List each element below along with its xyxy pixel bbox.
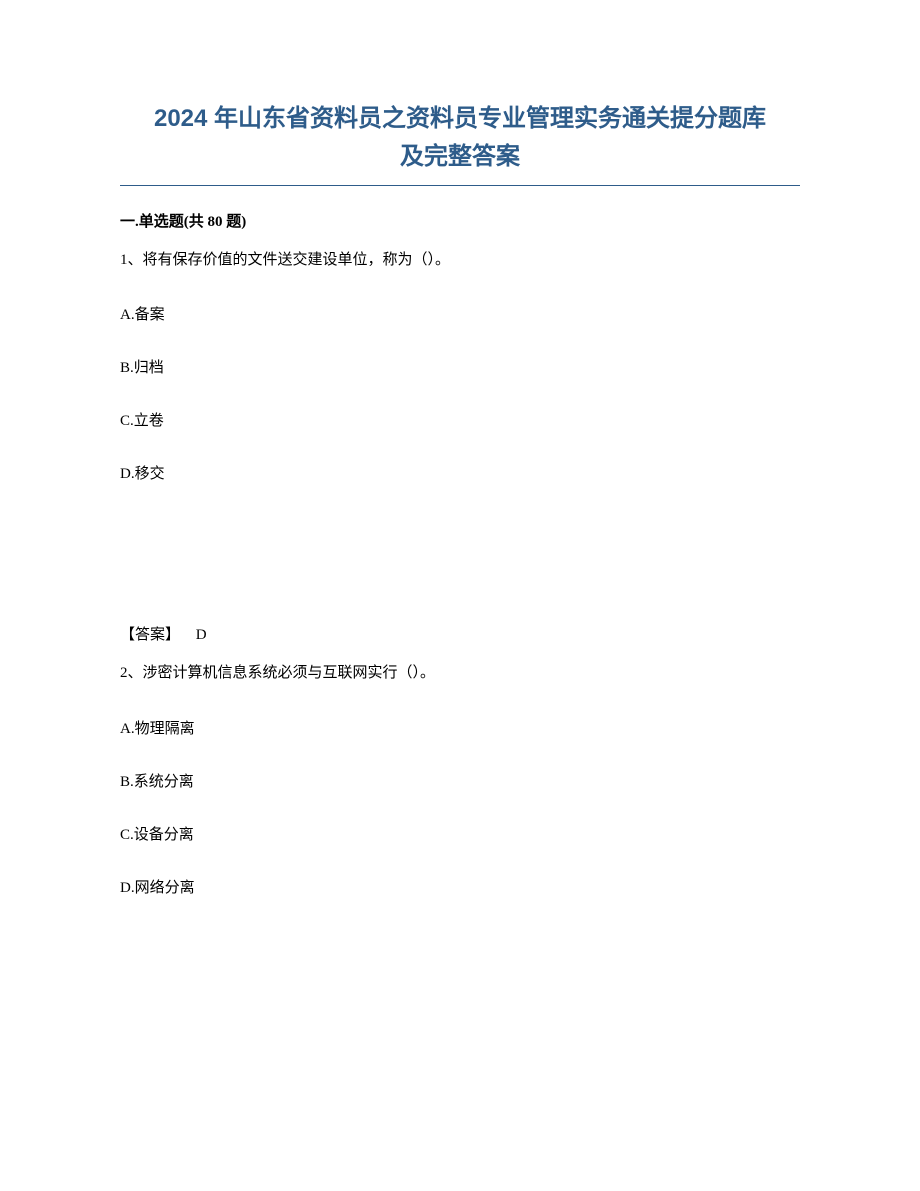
title-line-2: 及完整答案	[400, 143, 520, 170]
question-1-option-a: A.备案	[120, 303, 800, 324]
question-2-option-c: C.设备分离	[120, 823, 800, 844]
question-1-option-d: D.移交	[120, 462, 800, 483]
answer-value: D	[196, 627, 207, 643]
question-1-stem: 1、将有保存价值的文件送交建设单位，称为（）。	[120, 249, 800, 272]
question-1-answer: 【答案】 D	[120, 623, 800, 644]
title-line-1: 2024 年山东省资料员之资料员专业管理实务通关提分题库	[154, 105, 766, 132]
question-2-option-b: B.系统分离	[120, 770, 800, 791]
question-1-option-b: B.归档	[120, 356, 800, 377]
question-1-option-c: C.立卷	[120, 409, 800, 430]
answer-label: 【答案】	[120, 627, 180, 643]
title-underline	[120, 185, 800, 186]
document-title: 2024 年山东省资料员之资料员专业管理实务通关提分题库 及完整答案	[120, 100, 800, 177]
question-2-stem: 2、涉密计算机信息系统必须与互联网实行（）。	[120, 662, 800, 685]
section-heading: 一.单选题(共 80 题)	[120, 210, 800, 231]
question-2-option-d: D.网络分离	[120, 876, 800, 897]
question-2-option-a: A.物理隔离	[120, 717, 800, 738]
